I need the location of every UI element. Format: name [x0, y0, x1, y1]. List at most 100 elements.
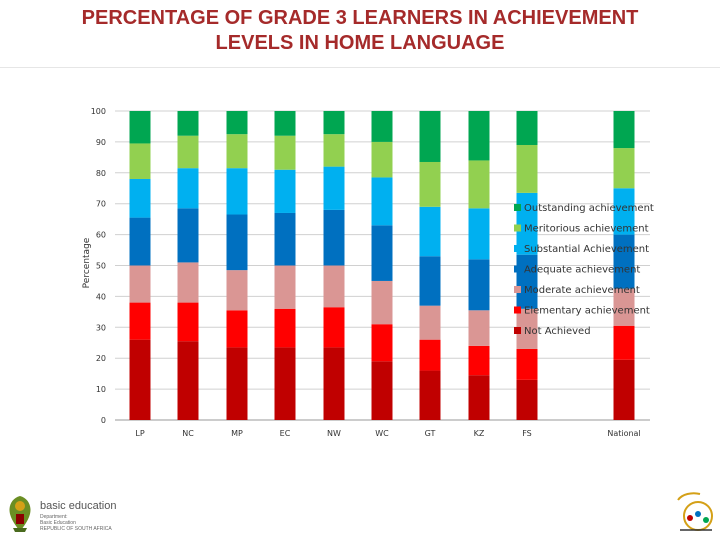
legend-swatch — [514, 245, 521, 252]
y-tick-label: 30 — [96, 323, 106, 332]
bar-segment — [516, 144, 538, 193]
bar-segment — [323, 347, 345, 420]
y-tick-label: 20 — [96, 354, 106, 363]
department-logo — [9, 496, 31, 532]
bar-segment — [468, 160, 490, 209]
legend-label: Meritorious achievement — [524, 224, 649, 235]
bar-segment — [516, 192, 538, 255]
bar-segment — [129, 111, 151, 144]
x-axis-ticks: LP NC MP EC NW WC GT KZ FS National — [135, 429, 640, 438]
bar-segment — [371, 361, 393, 420]
bar-segment — [274, 265, 296, 309]
bars — [129, 111, 635, 420]
bar-segment — [419, 305, 441, 340]
y-tick-label: 10 — [96, 385, 106, 394]
legend-label: Adequate achievement — [524, 265, 640, 276]
bar-segment — [177, 208, 199, 263]
bar-segment — [177, 111, 199, 136]
page-title: PERCENTAGE OF GRADE 3 LEARNERS IN ACHIEV… — [0, 6, 720, 56]
x-tick-label: KZ — [474, 429, 485, 438]
title-line-2: LEVELS IN HOME LANGUAGE — [215, 32, 505, 54]
bar-segment — [371, 177, 393, 226]
legend-swatch — [514, 327, 521, 334]
bar-segment — [516, 348, 538, 380]
legend-swatch — [514, 224, 521, 232]
bar-segment — [226, 347, 248, 420]
x-tick-label: LP — [135, 429, 144, 438]
bar-segment — [613, 359, 635, 420]
bar-segment — [226, 134, 248, 169]
bar-segment — [274, 308, 296, 348]
bar-segment — [613, 148, 635, 189]
bar-segment — [226, 168, 248, 215]
bar-segment — [226, 111, 248, 135]
bar-segment — [613, 325, 635, 360]
x-tick-label: MP — [231, 429, 243, 438]
bar-segment — [177, 262, 199, 303]
bar-segment — [419, 256, 441, 306]
bar-segment — [468, 259, 490, 311]
bar-segment — [274, 347, 296, 420]
bar-segment — [613, 188, 635, 235]
legend-label: Substantial Achievement — [524, 244, 649, 255]
bar-segment — [468, 345, 490, 376]
legend-swatch — [514, 265, 521, 273]
legend-label: Elementary achievement — [524, 306, 650, 317]
title-divider — [0, 67, 720, 68]
bar-segment — [468, 310, 490, 346]
bar-segment — [129, 265, 151, 303]
bar-segment — [129, 217, 151, 266]
bar-segment — [274, 111, 296, 136]
bar-segment — [468, 111, 490, 161]
coat-of-arms-icon — [9, 496, 31, 532]
legend-swatch — [514, 204, 521, 211]
y-tick-label: 90 — [96, 138, 106, 147]
x-tick-label: FS — [522, 429, 532, 438]
logo-wordmark: basic education — [40, 500, 117, 512]
bar-segment — [226, 214, 248, 271]
y-tick-label: 100 — [91, 107, 106, 116]
bar-segment — [274, 135, 296, 170]
x-tick-label: NW — [327, 429, 341, 438]
y-axis-label: Percentage — [82, 237, 92, 288]
bar-segment — [323, 111, 345, 135]
bar-segment — [323, 166, 345, 210]
bar-segment — [371, 324, 393, 362]
y-axis-ticks: 0 10 20 30 40 50 60 70 80 90 100 — [91, 107, 106, 425]
bar-segment — [419, 206, 441, 257]
bar-segment — [129, 143, 151, 179]
bar-segment — [419, 370, 441, 420]
x-tick-label: GT — [425, 429, 436, 438]
x-tick-label: National — [607, 429, 640, 438]
bar-segment — [613, 111, 635, 149]
bar-segment — [177, 302, 199, 342]
bar-segment — [226, 270, 248, 311]
bar-segment — [371, 280, 393, 325]
title-line-1: PERCENTAGE OF GRADE 3 LEARNERS IN ACHIEV… — [81, 7, 639, 29]
y-tick-label: 70 — [96, 200, 106, 209]
bar-segment — [129, 339, 151, 420]
bar-segment — [274, 169, 296, 213]
legend-swatch — [514, 286, 521, 293]
logo-sub-line: REPUBLIC OF SOUTH AFRICA — [40, 526, 112, 532]
y-tick-label: 40 — [96, 292, 106, 301]
bar-segment — [613, 288, 635, 326]
anniversary-badge-icon — [677, 492, 713, 531]
legend: Outstanding achievement Meritorious achie… — [514, 203, 654, 337]
bar-segment — [419, 339, 441, 371]
bar-segment — [419, 111, 441, 162]
bar-segment — [613, 234, 635, 289]
bar-segment — [129, 302, 151, 340]
bar-segment — [129, 178, 151, 218]
legend-label: Outstanding achievement — [524, 203, 654, 214]
bar-segment — [323, 265, 345, 308]
y-tick-label: 60 — [96, 231, 106, 240]
logo-subtext: Department: Basic Education REPUBLIC OF … — [40, 514, 130, 532]
bar-segment — [516, 379, 538, 420]
bar-segment — [419, 161, 441, 207]
bar-segment — [323, 134, 345, 167]
bar-segment — [516, 111, 538, 145]
bar-segment — [516, 254, 538, 309]
y-tick-label: 50 — [96, 262, 106, 271]
